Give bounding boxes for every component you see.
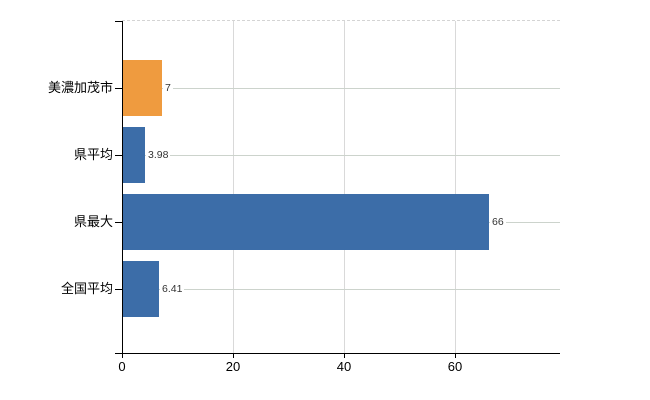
bar-1 — [123, 127, 145, 183]
vertical-gridline — [455, 21, 456, 353]
category-label: 全国平均 — [60, 281, 113, 296]
x-axis-tick — [122, 353, 123, 358]
category-row-line — [122, 155, 560, 156]
y-axis-tick — [115, 222, 122, 223]
value-label: 3.98 — [146, 148, 171, 162]
plot-area — [122, 21, 560, 353]
y-axis-top-cap-tick — [115, 21, 122, 22]
vertical-gridline — [233, 21, 234, 353]
y-axis-tick — [115, 289, 122, 290]
x-axis-line — [115, 353, 560, 354]
x-axis-tick — [233, 353, 234, 358]
category-label: 美濃加茂市 — [47, 80, 113, 95]
category-label: 県平均 — [73, 147, 113, 162]
x-tick-label: 60 — [447, 359, 463, 374]
y-axis-tick — [115, 155, 122, 156]
bar-0 — [123, 60, 162, 116]
value-label: 6.41 — [160, 282, 185, 296]
plot-top-dashed-line — [122, 20, 560, 21]
y-axis-tick — [115, 88, 122, 89]
bar-3 — [123, 261, 159, 317]
vertical-gridline — [344, 21, 345, 353]
category-row-line — [122, 289, 560, 290]
value-label: 7 — [163, 81, 173, 95]
value-label: 66 — [490, 215, 506, 229]
bar-2 — [123, 194, 489, 250]
x-axis-tick — [344, 353, 345, 358]
y-axis-line — [122, 21, 123, 353]
category-row-line — [122, 88, 560, 89]
x-tick-label: 40 — [336, 359, 352, 374]
category-label: 県最大 — [73, 214, 113, 229]
x-tick-label: 20 — [225, 359, 241, 374]
x-tick-label: 0 — [118, 359, 126, 374]
x-axis-tick — [455, 353, 456, 358]
